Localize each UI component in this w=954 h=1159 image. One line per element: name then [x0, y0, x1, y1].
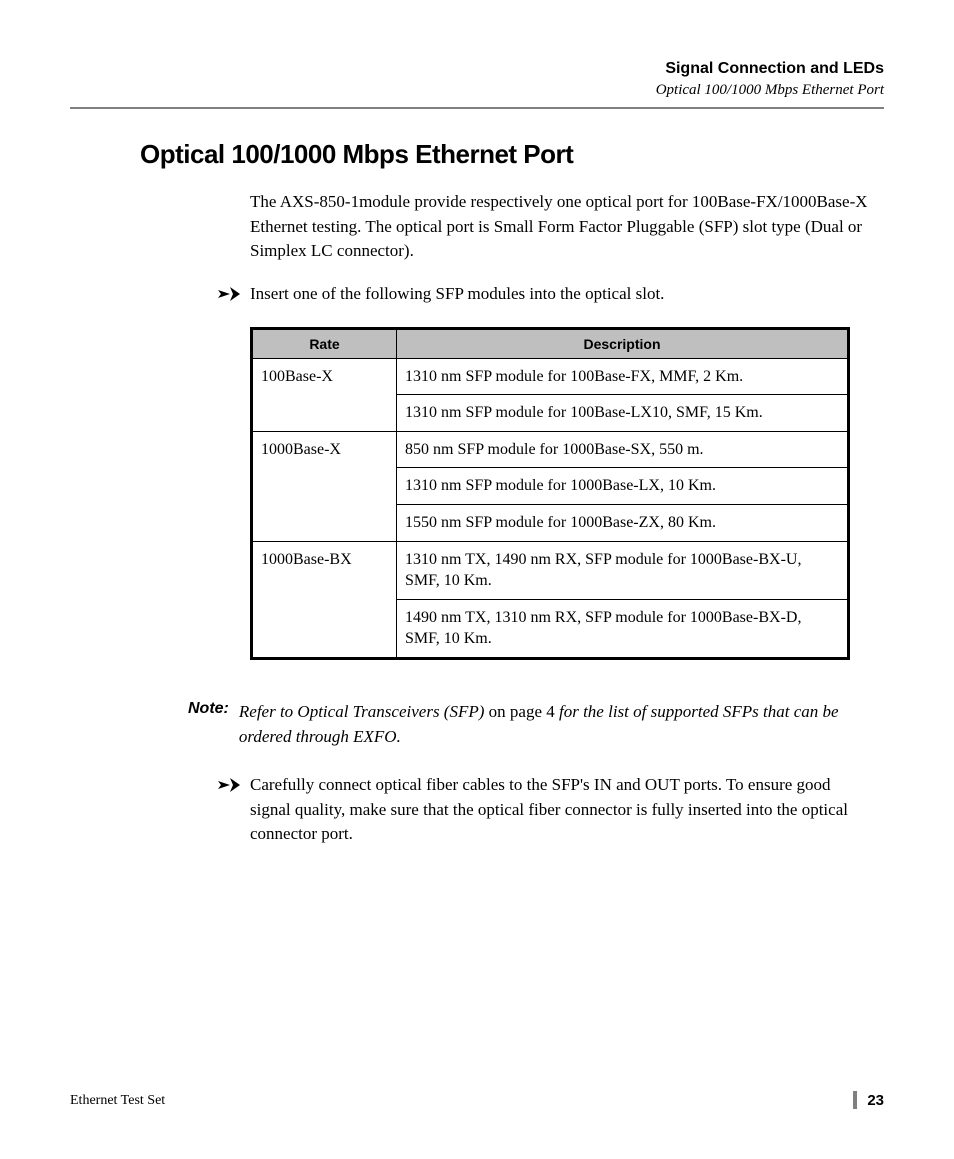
table-header-rate: Rate: [252, 328, 397, 358]
body-content: The AXS-850-1module provide respectively…: [250, 190, 874, 660]
footer-page-number: 23: [867, 1092, 884, 1109]
intro-paragraph: The AXS-850-1module provide respectively…: [250, 190, 874, 264]
instruction-step-1-text: Insert one of the following SFP modules …: [250, 282, 874, 307]
arrow-right-icon: [218, 778, 240, 792]
rate-cell: 1000Base-BX: [252, 541, 397, 658]
table-header-description: Description: [397, 328, 849, 358]
note-block: Note: Refer to Optical Transceivers (SFP…: [188, 700, 874, 749]
footer-accent-bar: [853, 1091, 857, 1109]
desc-cell: 1310 nm SFP module for 100Base-LX10, SMF…: [397, 395, 849, 432]
table-row: 100Base-X 1310 nm SFP module for 100Base…: [252, 358, 849, 395]
sfp-modules-table: Rate Description 100Base-X 1310 nm SFP m…: [250, 327, 850, 660]
desc-cell: 1310 nm TX, 1490 nm RX, SFP module for 1…: [397, 541, 849, 599]
table-header-row: Rate Description: [252, 328, 849, 358]
note-label: Note:: [188, 700, 229, 718]
rate-cell: 100Base-X: [252, 358, 397, 431]
instruction-step-2: Carefully connect optical fiber cables t…: [218, 773, 874, 847]
note-text: Refer to Optical Transceivers (SFP) on p…: [239, 700, 874, 749]
note-page-ref: on page 4: [484, 702, 559, 721]
footer-right-group: 23: [853, 1091, 884, 1109]
desc-cell: 1310 nm SFP module for 100Base-FX, MMF, …: [397, 358, 849, 395]
instruction-step-2-text: Carefully connect optical fiber cables t…: [250, 773, 874, 847]
page-footer: Ethernet Test Set 23: [70, 1091, 884, 1109]
footer-doc-title: Ethernet Test Set: [70, 1093, 165, 1109]
desc-cell: 1490 nm TX, 1310 nm RX, SFP module for 1…: [397, 599, 849, 658]
header-section-subtitle: Optical 100/1000 Mbps Ethernet Port: [70, 82, 884, 99]
instruction-step-1: Insert one of the following SFP modules …: [218, 282, 874, 307]
page-header: Signal Connection and LEDs Optical 100/1…: [70, 60, 884, 99]
table-row: 1000Base-BX 1310 nm TX, 1490 nm RX, SFP …: [252, 541, 849, 599]
header-chapter-title: Signal Connection and LEDs: [70, 60, 884, 78]
body-content-2: Carefully connect optical fiber cables t…: [250, 773, 874, 847]
arrow-right-icon: [218, 287, 240, 301]
desc-cell: 850 nm SFP module for 1000Base-SX, 550 m…: [397, 431, 849, 468]
desc-cell: 1310 nm SFP module for 1000Base-LX, 10 K…: [397, 468, 849, 505]
header-divider: [70, 107, 884, 109]
note-prefix: Refer to Optical Transceivers (SFP): [239, 702, 485, 721]
desc-cell: 1550 nm SFP module for 1000Base-ZX, 80 K…: [397, 504, 849, 541]
rate-cell: 1000Base-X: [252, 431, 397, 541]
section-heading: Optical 100/1000 Mbps Ethernet Port: [140, 139, 884, 170]
document-page: Signal Connection and LEDs Optical 100/1…: [0, 0, 954, 1159]
table-row: 1000Base-X 850 nm SFP module for 1000Bas…: [252, 431, 849, 468]
